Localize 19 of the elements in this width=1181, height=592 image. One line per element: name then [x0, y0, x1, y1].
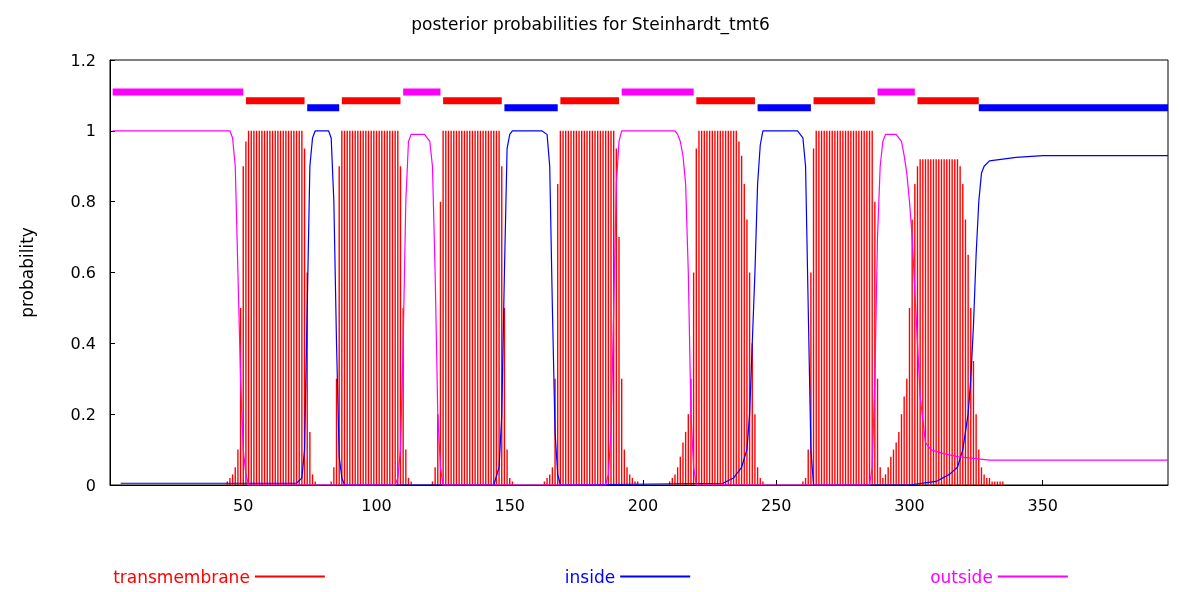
legend-label: transmembrane	[113, 566, 250, 587]
legend-label: outside	[930, 566, 993, 587]
y-tick-label: 1.2	[70, 50, 96, 70]
y-tick-label: 0.8	[70, 192, 96, 212]
x-tick-label: 100	[361, 495, 392, 515]
x-tick-label: 150	[494, 495, 526, 515]
x-tick-label: 300	[894, 495, 925, 515]
y-tick-label: 0.2	[70, 404, 96, 424]
chart-title: posterior probabilities for Steinhardt_tmt6	[411, 13, 770, 35]
y-axis-title: probability	[16, 227, 37, 318]
x-tick-label: 50	[233, 495, 254, 515]
x-tick-label: 200	[627, 495, 659, 515]
y-tick-label: 1	[85, 121, 96, 141]
x-tick-label: 250	[760, 495, 792, 515]
legend-label: inside	[564, 566, 616, 587]
x-tick-label: 350	[1027, 495, 1059, 515]
y-tick-label: 0.6	[70, 263, 96, 282]
y-tick-label: 0.4	[70, 333, 96, 353]
y-tick-label: 0	[85, 475, 96, 495]
